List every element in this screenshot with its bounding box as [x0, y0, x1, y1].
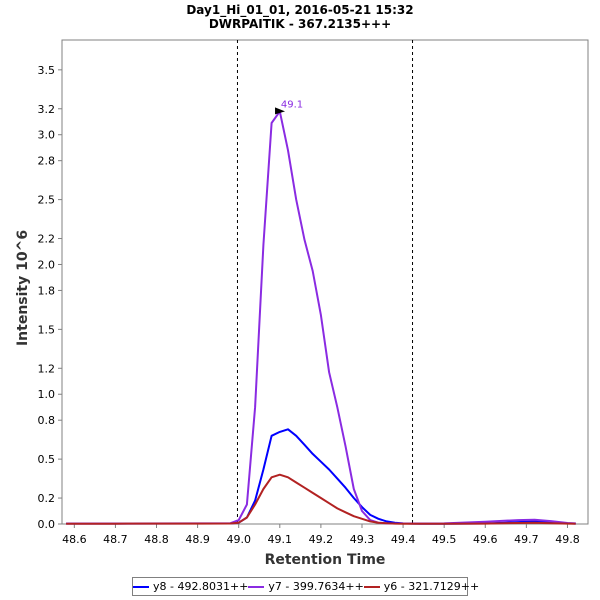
legend-item-y7: y7 - 399.7634++ — [248, 580, 364, 593]
legend-label-y7: y7 - 399.7634++ — [268, 580, 364, 593]
x-tick-label: 48.6 — [62, 533, 87, 546]
y-tick-label: 0.8 — [38, 414, 56, 427]
y-tick-label: 0.5 — [38, 453, 56, 466]
legend-swatch-y7 — [248, 585, 265, 588]
y-tick-label: 1.0 — [38, 388, 56, 401]
chart-subtitle: DWRPAITIK - 367.2135+++ — [209, 17, 391, 31]
x-tick-label: 49.7 — [514, 533, 539, 546]
y-tick-label: 1.8 — [38, 284, 56, 297]
y-tick-label: 0.2 — [38, 492, 56, 505]
series-line-y7 — [66, 110, 576, 525]
y-axis: 0.0 0.2 0.5 0.8 1.0 1.2 1.5 1.8 2.0 2.2 2.5 2.8 3.0 3… — [38, 64, 62, 531]
legend-item-y6: y6 - 321.7129++ — [363, 580, 480, 593]
x-tick-label: 49.4 — [391, 533, 416, 546]
y-tick-label: 0.0 — [38, 518, 56, 531]
legend-label-y6: y6 - 321.7129++ — [383, 580, 480, 593]
x-tick-label: 49.2 — [309, 533, 334, 546]
x-axis: 48.6 48.7 48.8 48.9 49.0 49.1 49.2 49.3 49.4 49.5… — [62, 524, 580, 546]
series-lines — [66, 110, 576, 525]
x-tick-label: 49.0 — [226, 533, 251, 546]
y-tick-label: 2.2 — [38, 233, 56, 246]
annotation-label: 49.1 — [281, 99, 303, 110]
legend-swatch-y6 — [363, 585, 380, 588]
y-tick-label: 1.5 — [38, 323, 56, 336]
peak-annotation: 49.1 — [275, 99, 303, 115]
y-tick-label: 3.5 — [38, 64, 56, 77]
x-tick-label: 49.1 — [268, 533, 293, 546]
legend-label-y8: y8 - 492.8031++ — [153, 580, 249, 593]
series-line-y6 — [66, 473, 576, 525]
integration-boundaries — [236, 40, 414, 524]
annotation-arrow — [275, 107, 286, 115]
legend-swatch-y8 — [133, 585, 149, 588]
y-axis-label: Intensity 10^6 — [15, 230, 31, 346]
y-tick-label: 3.0 — [38, 129, 56, 142]
x-tick-label: 49.5 — [432, 533, 457, 546]
x-tick-label: 49.8 — [555, 533, 580, 546]
y-tick-label: 2.8 — [38, 155, 56, 168]
x-axis-label: Retention Time — [265, 552, 386, 568]
x-tick-label: 49.3 — [350, 533, 375, 546]
plot-area — [61, 39, 589, 525]
y-tick-label: 2.5 — [38, 194, 56, 207]
x-tick-label: 49.6 — [473, 533, 498, 546]
y-tick-label: 3.2 — [38, 103, 56, 116]
y-tick-label: 2.0 — [38, 258, 56, 271]
x-tick-label: 48.9 — [185, 533, 210, 546]
chart-title: Day1_Hi_01_01, 2016-05-21 15:32 — [186, 3, 413, 18]
legend: y8 - 492.8031++ y7 - 399.7634++ y6 - 321… — [132, 577, 479, 596]
legend-item-y8: y8 - 492.8031++ — [133, 580, 248, 593]
x-tick-label: 48.7 — [103, 533, 128, 546]
x-tick-label: 48.8 — [144, 533, 169, 546]
y-tick-label: 1.2 — [38, 362, 56, 375]
